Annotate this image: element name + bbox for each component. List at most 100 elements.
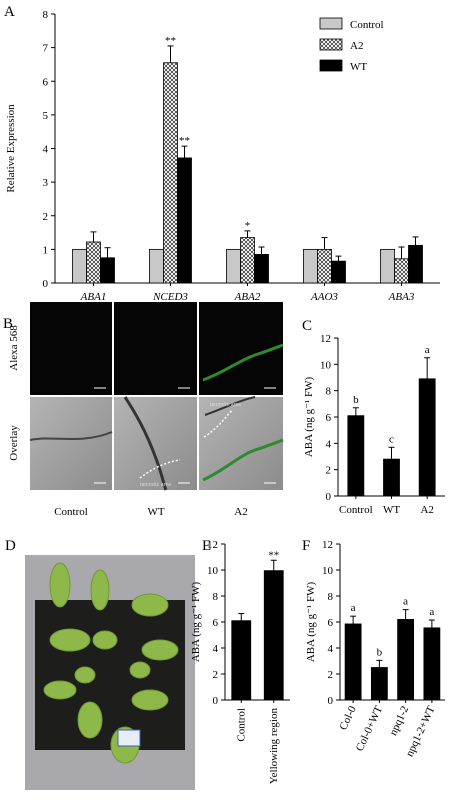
bar — [344, 623, 362, 701]
bar — [100, 257, 115, 284]
y-tick-label: 2 — [326, 465, 332, 477]
image — [30, 397, 112, 490]
y-tick-label: 10 — [320, 359, 332, 371]
y-tick-label: 12 — [207, 539, 218, 551]
image — [114, 397, 197, 490]
x-tick-label: Yellowing region — [268, 708, 280, 785]
bar — [394, 258, 409, 284]
error-bar — [90, 231, 97, 242]
y-tick-label: 12 — [320, 333, 331, 345]
y-tick-label: 4 — [213, 643, 219, 655]
y-tick-label: 10 — [207, 565, 219, 577]
y-tick-label: 8 — [326, 386, 332, 398]
legend-label: A2 — [350, 40, 363, 52]
error-bar — [321, 237, 328, 250]
y-tick-label: 3 — [43, 177, 49, 189]
tissue — [204, 396, 256, 416]
error-bar — [350, 615, 357, 624]
legend-swatch — [319, 38, 343, 51]
bar — [254, 254, 269, 284]
y-tick-label: 2 — [213, 669, 219, 681]
y-tick-label: 4 — [328, 643, 334, 655]
significance: * — [245, 220, 251, 232]
column-label: A2 — [234, 506, 247, 518]
error-bar — [352, 407, 359, 416]
group-letter: a — [403, 596, 408, 608]
bar — [331, 260, 346, 284]
error-bar — [398, 246, 405, 259]
bar — [263, 570, 284, 701]
y-tick-label: 0 — [328, 695, 334, 707]
bar — [149, 248, 164, 284]
annotation: necrotic area — [210, 402, 241, 408]
panel-letter: B — [3, 316, 13, 332]
tissue — [202, 438, 284, 482]
bar — [303, 248, 318, 284]
panel-letter: A — [4, 4, 15, 20]
error-bar — [428, 619, 435, 628]
bar — [370, 667, 388, 701]
x-tick-label: ABA3 — [388, 291, 415, 303]
legend-swatch — [319, 59, 343, 72]
y-tick-label: 8 — [328, 591, 334, 603]
group-letter: b — [377, 646, 383, 658]
column-label: Control — [54, 506, 88, 518]
bar — [177, 157, 192, 284]
row-label: Alexa 568 — [8, 325, 20, 371]
image — [199, 302, 283, 395]
y-tick-label: 4 — [43, 144, 49, 156]
label-tag — [117, 729, 141, 747]
x-tick-label: A2 — [420, 504, 433, 516]
group-letter: a — [425, 344, 430, 356]
y-tick-label: 10 — [322, 565, 334, 577]
y-tick-label: 6 — [326, 412, 332, 424]
error-bar — [424, 357, 431, 379]
bar — [408, 244, 423, 284]
x-tick-label: Control — [235, 708, 247, 742]
y-tick-label: 2 — [328, 669, 334, 681]
y-axis-label: ABA (ng g⁻¹ FW) — [303, 377, 315, 458]
bar — [347, 415, 365, 497]
group-letter: c — [389, 433, 394, 445]
x-tick-label: ABA1 — [80, 291, 107, 303]
error-bar — [167, 45, 174, 63]
error-bar — [388, 446, 395, 460]
group-letter: a — [351, 602, 356, 614]
panel-letter: D — [5, 538, 16, 554]
error-bar — [244, 230, 251, 238]
y-tick-label: 8 — [43, 9, 49, 21]
bar — [240, 237, 255, 284]
y-axis-label: ABA (ng g⁻¹ FW) — [190, 582, 202, 663]
y-tick-label: 12 — [322, 539, 333, 551]
x-tick-label: NCED3 — [152, 291, 188, 303]
x-tick-label: Col-0+WT — [354, 704, 385, 753]
significance: ** — [165, 35, 176, 47]
error-bar — [181, 145, 188, 158]
plant-photo: D — [5, 538, 195, 790]
boundary — [139, 459, 181, 479]
y-tick-label: 5 — [43, 110, 49, 122]
tissue — [29, 431, 113, 441]
group-letter: a — [429, 606, 434, 618]
error-bar — [402, 609, 409, 620]
x-tick-label: npq1-2 — [387, 704, 411, 737]
bar — [226, 248, 241, 284]
error-bar — [238, 613, 245, 621]
x-tick-label: WT — [383, 504, 400, 516]
bar — [418, 378, 436, 497]
bar — [397, 619, 415, 701]
y-tick-label: 0 — [326, 491, 332, 503]
x-tick-label: ABA2 — [234, 291, 261, 303]
y-tick-label: 2 — [43, 211, 49, 223]
y-tick-label: 0 — [213, 695, 219, 707]
y-tick-label: 6 — [213, 617, 219, 629]
y-tick-label: 0 — [43, 278, 49, 290]
scale-bars — [94, 387, 276, 484]
bar — [380, 248, 395, 284]
group-letter: b — [353, 394, 359, 406]
significance: ** — [179, 135, 190, 147]
panel-letter: F — [302, 538, 310, 554]
x-tick-label: AAO3 — [310, 291, 338, 303]
image — [30, 302, 112, 395]
y-tick-label: 4 — [326, 438, 332, 450]
